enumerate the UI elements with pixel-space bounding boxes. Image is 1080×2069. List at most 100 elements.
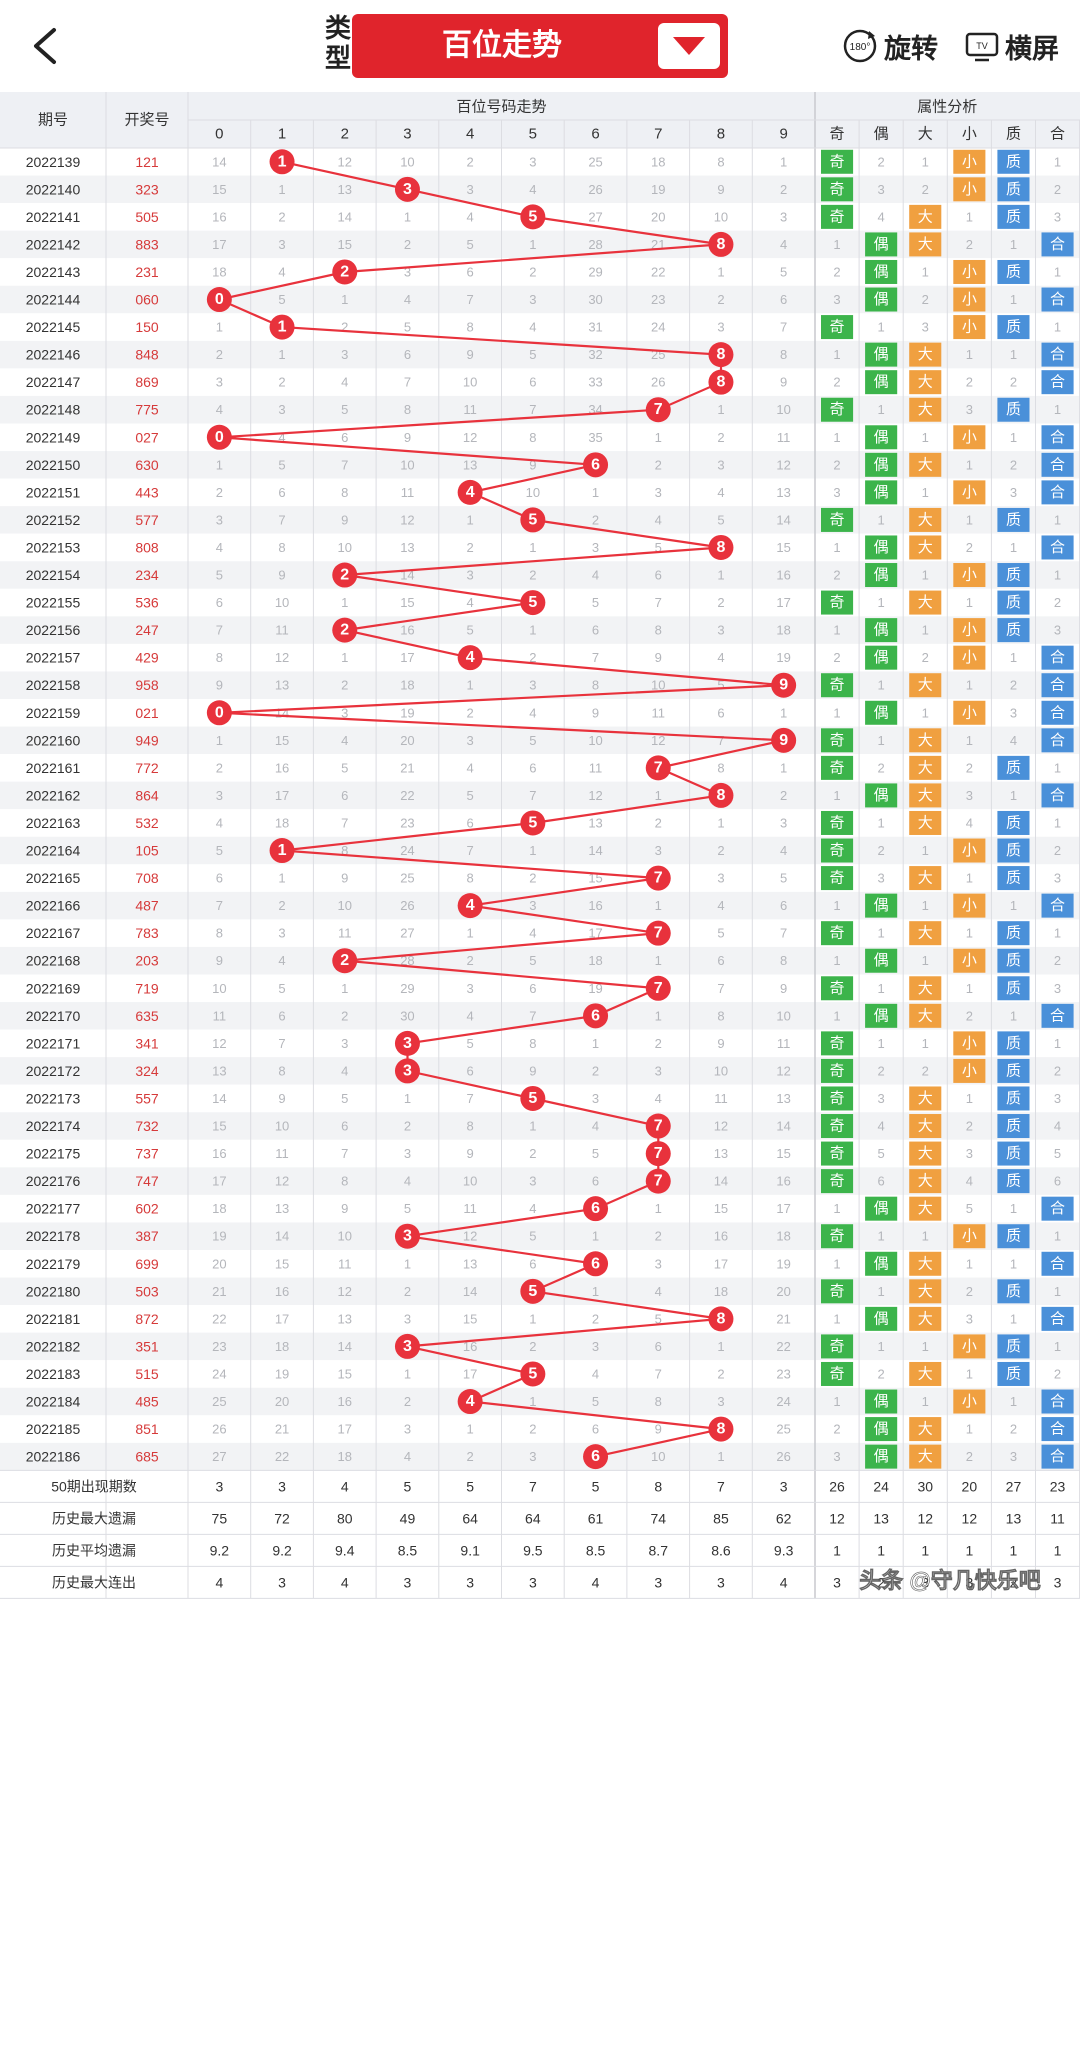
draw-cell: 883 [135,236,159,252]
stat-attr-value: 11 [1050,1510,1065,1526]
attr-badge-text: 合 [1050,484,1065,501]
attr-badge-text: 质 [1006,925,1021,942]
attr-badge [953,700,986,725]
attr-badge [953,1031,986,1056]
miss-cell: 10 [338,898,352,913]
attr-badge-text: 合 [1050,649,1065,666]
period-cell: 2022186 [26,1449,81,1465]
attr-badge [821,673,854,698]
miss-cell: 2 [655,1036,662,1051]
attr-badge [865,1306,898,1331]
miss-cell: 3 [467,568,474,583]
table-row [0,1332,1080,1361]
rotate-button[interactable]: 180° 旋转 [842,24,938,68]
table-row [0,478,1080,507]
miss-cell: 16 [588,898,602,913]
attr-miss-cell: 3 [1054,1091,1061,1106]
table-row [0,946,1080,975]
miss-cell: 1 [655,430,662,445]
hit-ball [206,424,232,450]
rotate-label: 旋转 [884,33,938,65]
period-cell: 2022153 [26,539,81,555]
back-button[interactable]: 返回 [22,22,70,70]
miss-cell: 30 [400,1008,414,1023]
miss-cell: 24 [651,320,665,335]
stat-attr-value: 3 [921,1574,929,1590]
attr-badge-text: 大 [918,1421,933,1438]
miss-cell: 19 [212,1229,226,1244]
stat-value: 9.2 [272,1542,292,1558]
attr-badge-text: 质 [1006,622,1021,639]
attr-miss-cell: 1 [1010,650,1017,665]
miss-cell: 4 [655,1091,662,1106]
attr-miss-cell: 1 [966,733,973,748]
miss-cell: 15 [400,595,414,610]
hit-ball-digit: 5 [528,1365,537,1382]
miss-cell: 4 [592,568,599,583]
miss-cell: 2 [467,1449,474,1464]
period-cell: 2022178 [26,1228,81,1244]
miss-cell: 12 [463,430,477,445]
miss-cell: 5 [529,733,536,748]
miss-cell: 17 [400,650,414,665]
period-cell: 2022156 [26,622,81,638]
triangle-down-icon [673,37,705,55]
stat-attr-value: 2 [877,1574,885,1590]
miss-cell: 2 [529,1146,536,1161]
miss-cell: 4 [717,485,724,500]
stat-attr-value: 24 [873,1478,889,1494]
miss-cell: 6 [529,981,536,996]
period-cell: 2022158 [26,677,81,693]
table-row [0,726,1080,755]
miss-cell: 3 [278,237,285,252]
attr-miss-cell: 1 [833,237,840,252]
miss-cell: 8 [717,760,724,775]
miss-cell: 10 [714,209,728,224]
attr-badge [865,1444,898,1469]
miss-cell: 7 [216,898,223,913]
attr-miss-cell: 3 [966,788,973,803]
dropdown-button[interactable] [658,23,720,69]
miss-cell: 10 [651,1449,665,1464]
miss-cell: 6 [780,898,787,913]
attr-badge-text: 偶 [874,1200,889,1217]
hit-ball-digit: 1 [278,153,287,170]
attr-badge [997,204,1030,229]
miss-cell: 5 [592,1394,599,1409]
miss-cell: 5 [717,678,724,693]
attr-miss-cell: 1 [1010,788,1017,803]
miss-cell: 5 [655,1311,662,1326]
table-row [0,1167,1080,1195]
miss-cell: 9 [655,1422,662,1437]
miss-cell: 8 [404,402,411,417]
attr-badge [865,948,898,973]
attr-miss-cell: 2 [1010,1422,1017,1437]
landscape-button[interactable]: TV 横屏 [965,24,1059,68]
attr-badge [865,370,898,395]
table-row [0,313,1080,341]
trend-type-select[interactable]: 百位走势 [352,14,728,78]
tv-badge: TV [976,41,988,51]
miss-cell: 6 [592,1422,599,1437]
miss-cell: 12 [463,1229,477,1244]
miss-cell: 6 [717,705,724,720]
period-cell: 2022167 [26,925,81,941]
table-row [0,451,1080,479]
hit-ball-digit: 5 [528,594,537,611]
miss-cell: 19 [651,182,665,197]
attr-badge [865,563,898,588]
miss-cell: 2 [404,237,411,252]
miss-cell: 10 [400,457,414,472]
period-cell: 2022173 [26,1090,81,1106]
hit-ball-digit: 3 [403,1338,412,1355]
miss-cell: 2 [529,568,536,583]
attr-badge-text: 偶 [874,1255,889,1272]
attr-miss-cell: 1 [922,623,929,638]
draw-cell: 323 [135,181,159,197]
miss-cell: 11 [401,485,415,500]
attr-badge-text: 小 [962,429,977,446]
stat-value: 9.1 [460,1542,480,1558]
miss-cell: 6 [592,623,599,638]
miss-cell: 12 [400,512,414,527]
miss-cell: 1 [278,182,285,197]
